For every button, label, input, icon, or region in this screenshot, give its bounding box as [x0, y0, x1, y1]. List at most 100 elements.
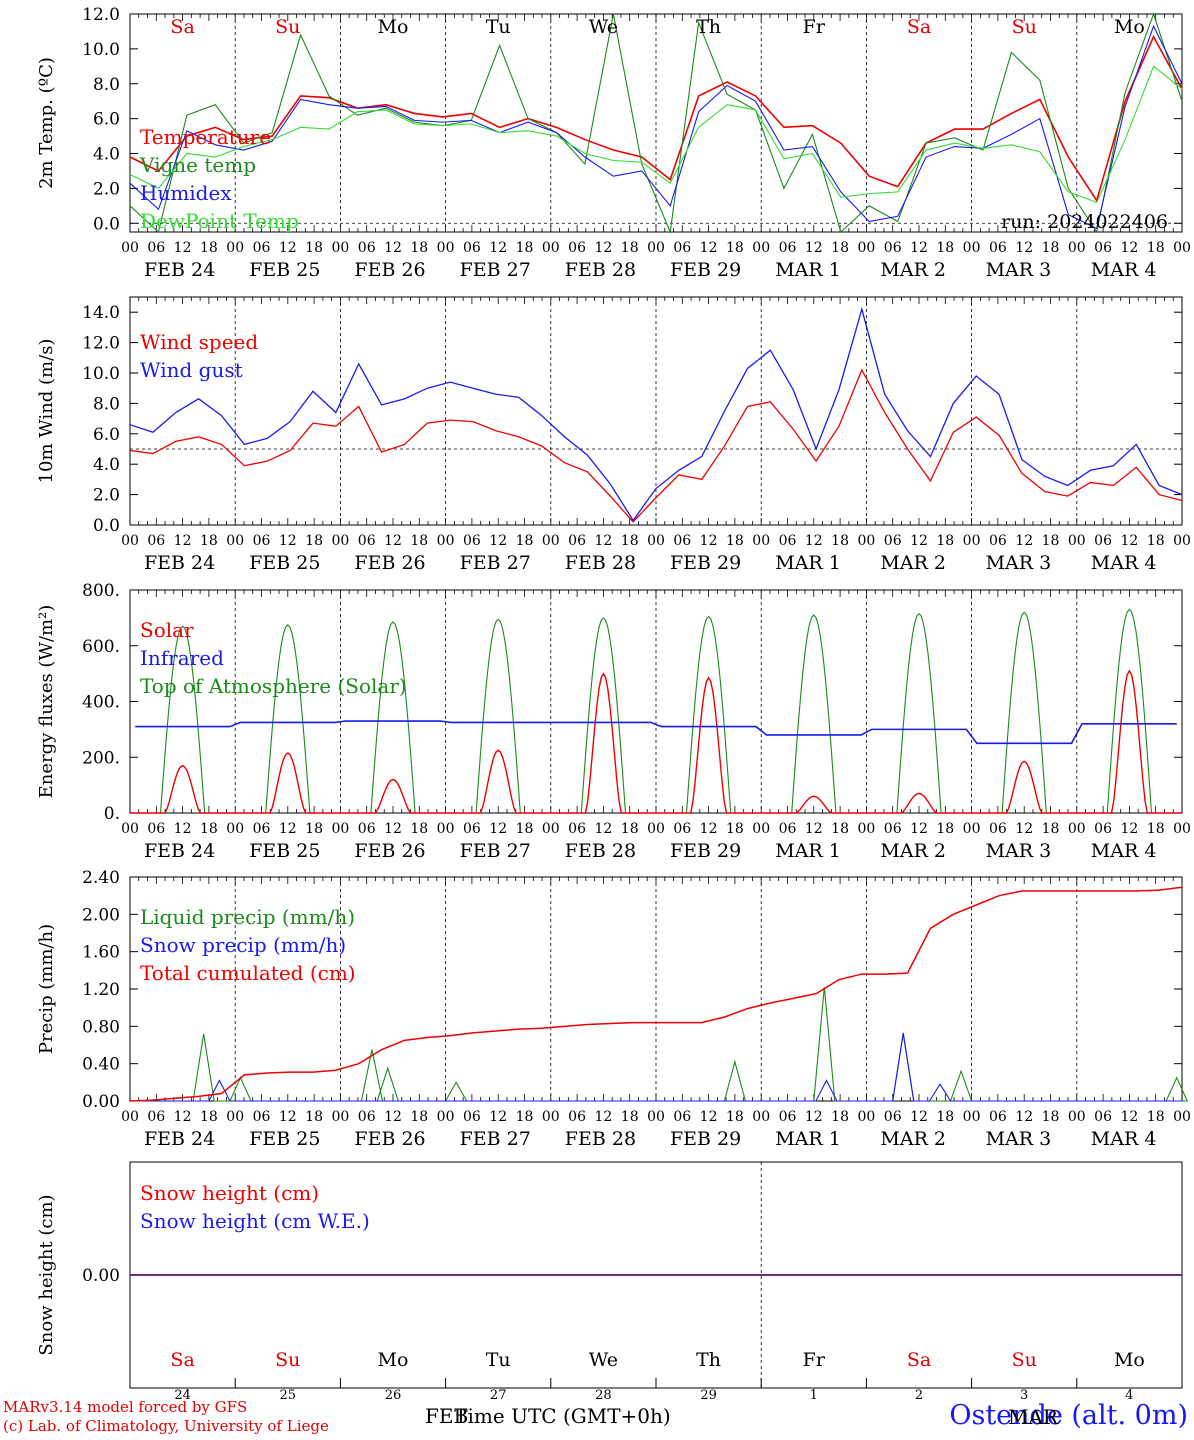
hour-tick-label: 00	[1068, 533, 1086, 549]
hour-tick-label: 00	[226, 821, 244, 837]
day-label: MAR 3	[986, 1128, 1052, 1150]
series-toa-day	[791, 614, 837, 814]
hour-tick-label: 00	[647, 1109, 665, 1125]
hour-tick-label: 18	[200, 821, 218, 837]
day-label: FEB 24	[144, 552, 215, 574]
hour-tick-label: 06	[779, 821, 797, 837]
hour-tick-label: 18	[410, 240, 428, 256]
hour-tick-label: 18	[516, 821, 534, 837]
day-number: 4	[1125, 1388, 1133, 1403]
hour-tick-label: 12	[700, 1109, 718, 1125]
hour-tick-label: 12	[700, 821, 718, 837]
hour-tick-label: 06	[253, 821, 271, 837]
hour-tick-label: 18	[410, 533, 428, 549]
series-wind-gust	[129, 306, 1183, 522]
series-wind-speed	[129, 368, 1183, 523]
hour-tick-label: 18	[831, 533, 849, 549]
series-snow-precip	[130, 1032, 1182, 1102]
day-number: 1	[810, 1388, 818, 1403]
day-label: FEB 27	[460, 259, 531, 281]
legend-wind-speed: Wind speed	[140, 330, 258, 354]
weekday-label: We	[589, 16, 618, 38]
weekday-label: Sa	[170, 16, 194, 38]
legend-snow-height-cm-w-e-: Snow height (cm W.E.)	[140, 1209, 370, 1233]
y-tick-label: 8.0	[93, 75, 120, 95]
y-tick-label: 10.0	[82, 364, 120, 384]
y-tick-label: 800.	[82, 581, 120, 601]
y-tick-label: 0.	[104, 804, 120, 824]
hour-tick-label: 12	[805, 240, 823, 256]
day-number: 28	[595, 1388, 612, 1403]
weekday-label: Fr	[803, 16, 826, 38]
hour-tick-label: 12	[700, 533, 718, 549]
day-label: FEB 25	[249, 1128, 320, 1150]
hour-tick-label: 06	[779, 240, 797, 256]
lab-credit: (c) Lab. of Climatology, University of L…	[3, 1417, 329, 1435]
day-label: FEB 26	[354, 1128, 425, 1150]
hour-tick-label: 12	[489, 821, 507, 837]
day-label: FEB 29	[670, 840, 741, 862]
hour-tick-label: 06	[463, 821, 481, 837]
day-label: FEB 26	[354, 259, 425, 281]
hour-tick-label: 06	[358, 533, 376, 549]
day-label: FEB 28	[565, 552, 636, 574]
y-axis-label: Precip (mm/h)	[36, 924, 57, 1054]
weekday-label: Mo	[378, 1349, 409, 1371]
day-number: 25	[280, 1388, 297, 1403]
hour-tick-label: 12	[594, 240, 612, 256]
x-axis-title: FEBTime UTC (GMT+0h)	[425, 1404, 671, 1428]
hour-tick-label: 00	[1173, 533, 1191, 549]
hour-tick-label: 06	[147, 1109, 165, 1125]
hour-tick-label: 06	[358, 1109, 376, 1125]
weekday-label: Sa	[907, 1349, 931, 1371]
hour-tick-label: 18	[516, 240, 534, 256]
day-label: FEB 25	[249, 840, 320, 862]
day-label: FEB 27	[460, 552, 531, 574]
day-label: FEB 29	[670, 259, 741, 281]
series-toa-day	[159, 625, 206, 814]
hour-tick-label: 18	[1042, 533, 1060, 549]
y-axis-label: 2m Temp. (ºC)	[36, 57, 57, 189]
series-humidex	[129, 24, 1183, 230]
hour-tick-label: 18	[621, 821, 639, 837]
hour-tick-label: 12	[1015, 240, 1033, 256]
hour-tick-label: 12	[384, 533, 402, 549]
hour-tick-label: 18	[831, 240, 849, 256]
hour-tick-label: 18	[516, 533, 534, 549]
day-label: FEB 26	[354, 552, 425, 574]
weekday-label: Tu	[486, 16, 511, 38]
series-toa-day	[1001, 611, 1047, 814]
hour-tick-label: 18	[726, 1109, 744, 1125]
legend-snow-precip-mm-h-: Snow precip (mm/h)	[140, 933, 346, 957]
hour-tick-label: 12	[805, 821, 823, 837]
hour-tick-label: 12	[174, 533, 192, 549]
hour-tick-label: 00	[121, 240, 139, 256]
hour-tick-label: 06	[779, 533, 797, 549]
hour-tick-label: 06	[1094, 821, 1112, 837]
hour-tick-label: 00	[226, 1109, 244, 1125]
day-label: FEB 24	[144, 259, 215, 281]
weekday-label: Th	[696, 1349, 721, 1371]
y-tick-label: 2.40	[82, 868, 120, 888]
y-tick-label: 1.60	[82, 943, 120, 963]
day-label: MAR 3	[986, 259, 1052, 281]
day-label: MAR 2	[880, 552, 946, 574]
y-tick-label: 6.0	[93, 425, 120, 445]
y-tick-label: 0.80	[82, 1017, 120, 1037]
hour-tick-label: 00	[1068, 1109, 1086, 1125]
hour-tick-label: 12	[174, 1109, 192, 1125]
hour-tick-label: 06	[1094, 240, 1112, 256]
day-label: MAR 4	[1091, 552, 1157, 574]
hour-tick-label: 00	[1068, 821, 1086, 837]
day-label: FEB 25	[249, 552, 320, 574]
day-label: MAR 2	[880, 840, 946, 862]
day-label: FEB 24	[144, 1128, 215, 1150]
hour-tick-label: 18	[305, 240, 323, 256]
hour-tick-label: 06	[1094, 533, 1112, 549]
hour-tick-label: 18	[1042, 240, 1060, 256]
y-tick-label: 0.40	[82, 1055, 120, 1075]
day-label: MAR 1	[775, 840, 841, 862]
hour-tick-label: 06	[568, 1109, 586, 1125]
hour-tick-label: 18	[936, 240, 954, 256]
